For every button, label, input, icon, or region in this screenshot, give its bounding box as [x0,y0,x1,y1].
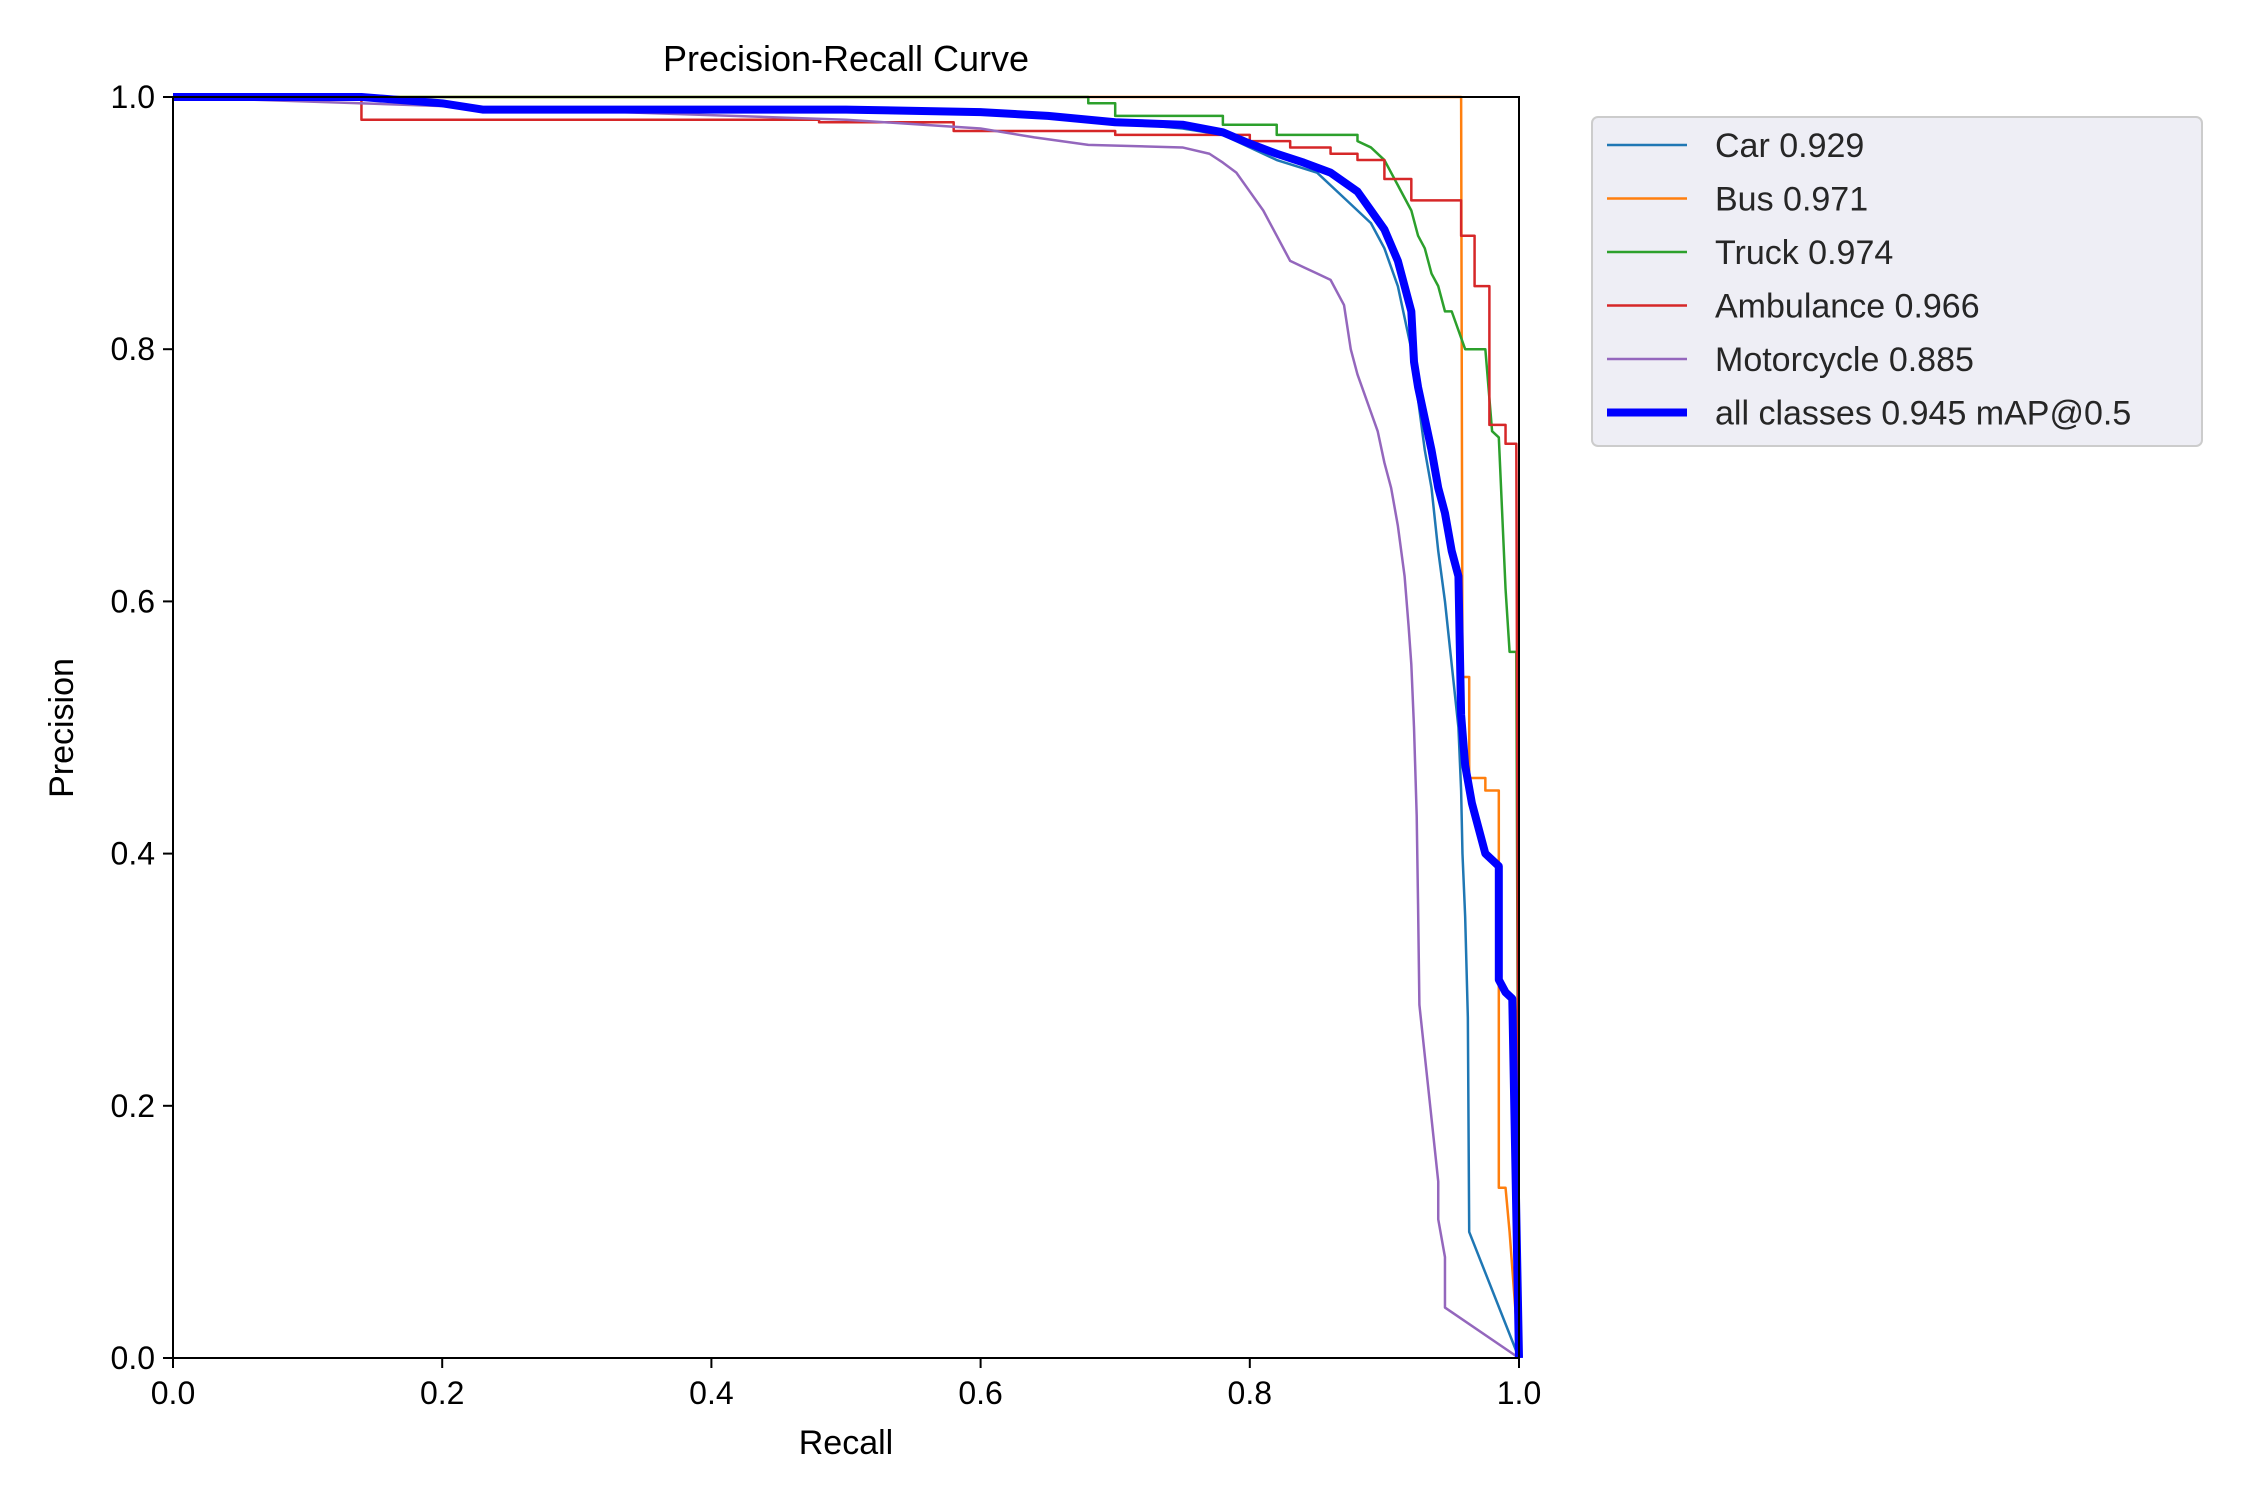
y-axis-ticks: 0.0 0.2 0.4 0.6 0.8 1.0 [111,79,173,1376]
x-axis-label: Recall [799,1424,893,1462]
y-tick-label: 0.0 [111,1340,155,1376]
series-line-all-classes [173,93,1523,1359]
legend-items: Car 0.929 Bus 0.971 Truck 0.974 Ambulance 0… [1607,127,2131,433]
y-axis-label: Precision [43,658,81,798]
y-tick-label: 1.0 [111,79,155,115]
legend-label: Motorcycle 0.885 [1715,341,1974,379]
x-tick-label: 0.8 [1228,1375,1272,1411]
legend-label: Car 0.929 [1715,127,1864,165]
series-line-truck [173,95,1521,1359]
legend-label: Ambulance 0.966 [1715,288,1980,326]
y-tick-label: 0.8 [111,331,155,367]
x-tick-label: 0.0 [151,1375,195,1411]
y-tick-label: 0.6 [111,583,155,619]
x-tick-label: 1.0 [1497,1375,1541,1411]
plot-frame [172,96,1520,1359]
y-tick-label: 0.2 [111,1088,155,1124]
x-tick-label: 0.2 [420,1375,464,1411]
series-line-ambulance [173,95,1521,1359]
legend-box [1591,116,2203,447]
series-line-motorcycle [172,95,1520,1360]
legend-label: all classes 0.945 mAP@0.5 [1715,395,2131,433]
legend: Car 0.929 Bus 0.971 Truck 0.974 Ambulance 0… [1591,116,2203,447]
y-tick-label: 0.4 [111,836,155,872]
x-tick-label: 0.6 [958,1375,1002,1411]
chart-title: Precision-Recall Curve [663,38,1029,79]
x-axis-ticks: 0.0 0.2 0.4 0.6 0.8 1.0 [151,1358,1541,1411]
legend-label: Bus 0.971 [1715,181,1868,219]
legend-label: Truck 0.974 [1715,234,1893,272]
x-tick-label: 0.4 [689,1375,733,1411]
